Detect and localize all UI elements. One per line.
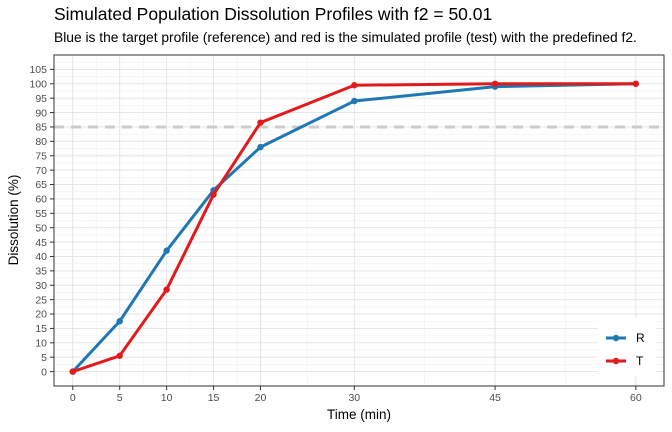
y-tick-label: 65 xyxy=(35,179,47,191)
data-point-R xyxy=(257,143,264,151)
x-tick-label: 30 xyxy=(348,392,360,404)
x-tick-label: 45 xyxy=(489,392,501,404)
y-tick-label: 0 xyxy=(41,366,47,378)
y-tick-label: 15 xyxy=(35,323,47,335)
plot-border xyxy=(53,54,665,387)
y-tick-label: 105 xyxy=(29,64,47,76)
legend: RT xyxy=(598,318,656,376)
data-point-T xyxy=(632,80,640,87)
y-tick-label: 100 xyxy=(29,78,47,90)
legend-key-point-R xyxy=(612,334,620,342)
data-point-T xyxy=(351,82,358,89)
y-tick-label: 30 xyxy=(35,280,47,292)
x-tick-label: 20 xyxy=(255,392,267,404)
legend-label-R: R xyxy=(636,331,645,345)
minor-gridlines xyxy=(54,55,664,386)
chart-subtitle: Blue is the target profile (reference) a… xyxy=(54,30,637,45)
data-point-T xyxy=(69,368,76,375)
series-group xyxy=(69,80,640,375)
data-point-T xyxy=(116,352,123,359)
x-tick-label: 60 xyxy=(630,392,642,404)
y-tick-label: 80 xyxy=(35,136,47,148)
series-line-R xyxy=(71,82,638,374)
y-tick-label: 35 xyxy=(35,266,47,278)
data-point-R xyxy=(116,318,123,325)
legend-key-point-T xyxy=(612,357,620,365)
x-axis-title: Time (min) xyxy=(327,407,391,422)
x-tick-label: 15 xyxy=(208,392,220,404)
data-point-T xyxy=(491,80,499,87)
y-tick-label: 55 xyxy=(35,208,47,220)
y-tick-label: 10 xyxy=(35,338,47,350)
y-tick-label: 70 xyxy=(35,165,47,177)
y-tick-label: 95 xyxy=(35,93,47,105)
legend-label-T: T xyxy=(636,354,644,368)
y-tick-label: 25 xyxy=(35,294,47,306)
data-point-R xyxy=(163,247,170,254)
legend-box xyxy=(598,318,656,376)
y-tick-label: 60 xyxy=(35,194,47,206)
chart-title: Simulated Population Dissolution Profile… xyxy=(54,4,493,24)
x-tick-label: 10 xyxy=(161,392,173,404)
y-tick-label: 50 xyxy=(35,222,47,234)
y-tick-label: 75 xyxy=(35,150,47,162)
y-axis-ticks: 0 5 10 15 20 25 30 35 40 45 50 55 60 65 70 75 80 85 90 95 10… xyxy=(29,64,54,378)
y-tick-label: 45 xyxy=(35,237,47,249)
data-point-R xyxy=(351,97,358,105)
x-axis-ticks: 0 5 10 15 20 30 45 60 xyxy=(70,386,642,404)
y-tick-label: 40 xyxy=(35,251,47,263)
data-point-T xyxy=(163,286,170,293)
x-tick-label: 0 xyxy=(70,392,76,404)
y-tick-label: 85 xyxy=(35,122,47,134)
data-point-T xyxy=(257,119,264,126)
data-point-T xyxy=(210,191,217,198)
y-tick-label: 20 xyxy=(35,309,47,321)
y-tick-label: 5 xyxy=(41,352,47,364)
x-tick-label: 5 xyxy=(117,392,123,404)
series-line-T xyxy=(71,82,638,374)
y-tick-label: 90 xyxy=(35,107,47,119)
y-axis-title: Dissolution (%) xyxy=(6,175,21,266)
